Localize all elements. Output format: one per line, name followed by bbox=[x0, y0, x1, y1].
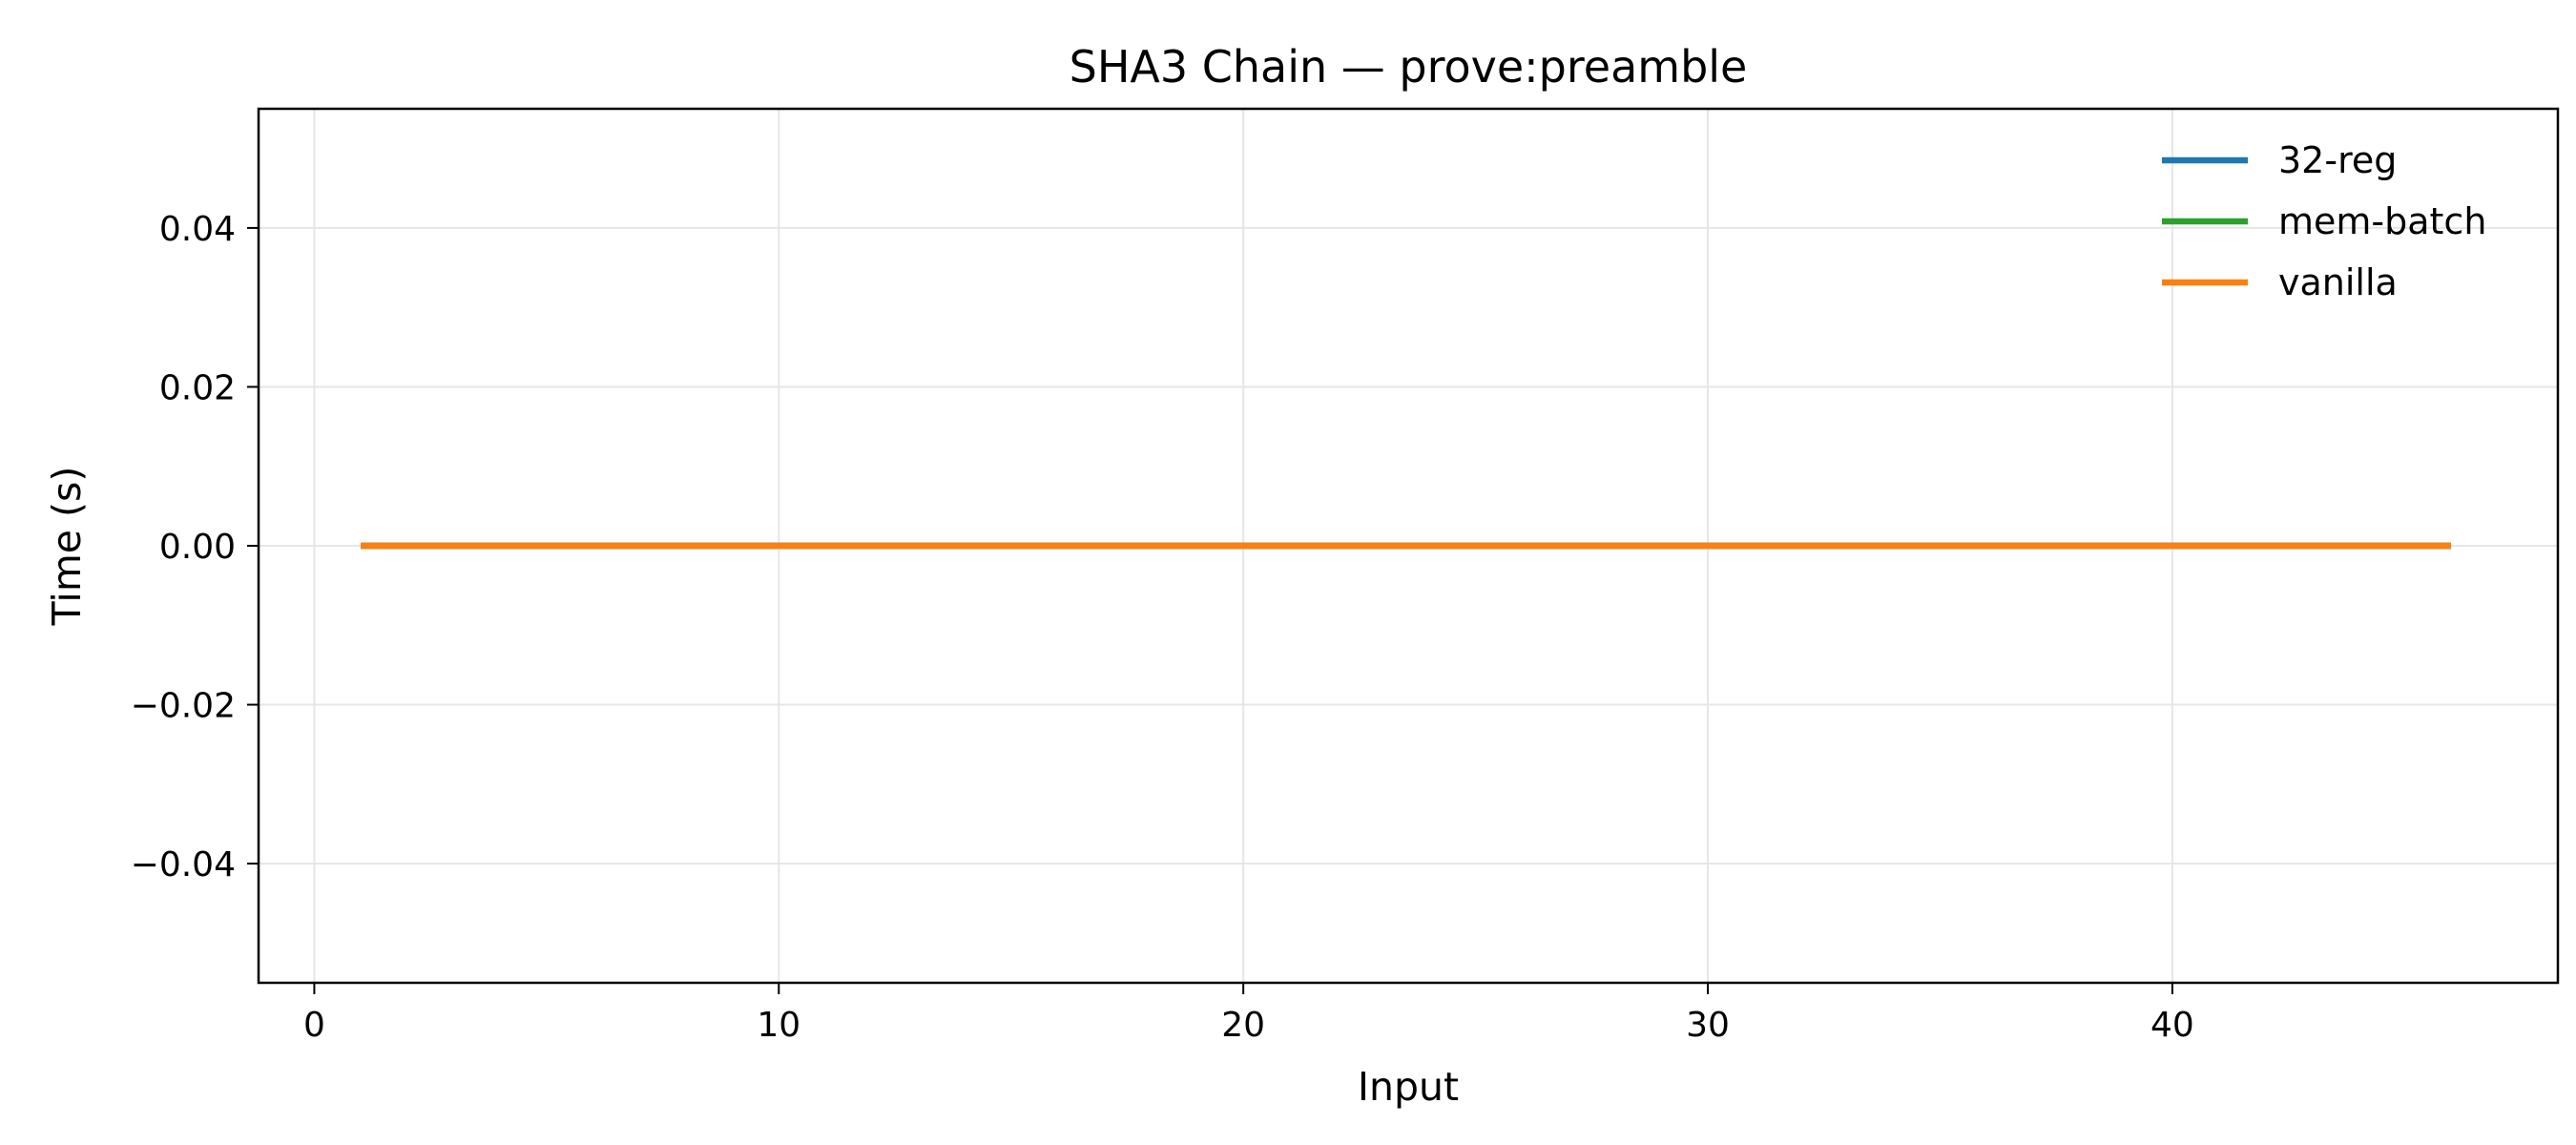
legend: 32-reg mem-batch vanilla bbox=[2162, 139, 2486, 303]
x-tick-label: 30 bbox=[1686, 1006, 1730, 1045]
y-axis-title: Time (s) bbox=[44, 467, 90, 627]
x-tick-label: 40 bbox=[2150, 1006, 2194, 1045]
y-tick-label: 0.02 bbox=[159, 368, 236, 407]
y-tick-label: −0.02 bbox=[131, 687, 236, 726]
x-tick-label: 10 bbox=[757, 1006, 800, 1045]
legend-label-vanilla: vanilla bbox=[2278, 261, 2398, 303]
x-axis-title: Input bbox=[1358, 1064, 1459, 1110]
legend-label-mem-batch: mem-batch bbox=[2278, 200, 2486, 242]
axis-ticks: 0 10 20 30 40 0.04 0.02 0.00 −0.02 −0.04 bbox=[131, 210, 2194, 1045]
y-tick-label: 0.00 bbox=[159, 528, 236, 567]
chart-title: SHA3 Chain — prove:preamble bbox=[1070, 41, 1748, 93]
y-tick-label: −0.04 bbox=[131, 845, 236, 885]
y-tick-label: 0.04 bbox=[159, 210, 236, 249]
x-tick-label: 0 bbox=[303, 1006, 325, 1045]
x-tick-label: 20 bbox=[1221, 1006, 1265, 1045]
legend-label-32-reg: 32-reg bbox=[2278, 139, 2397, 181]
